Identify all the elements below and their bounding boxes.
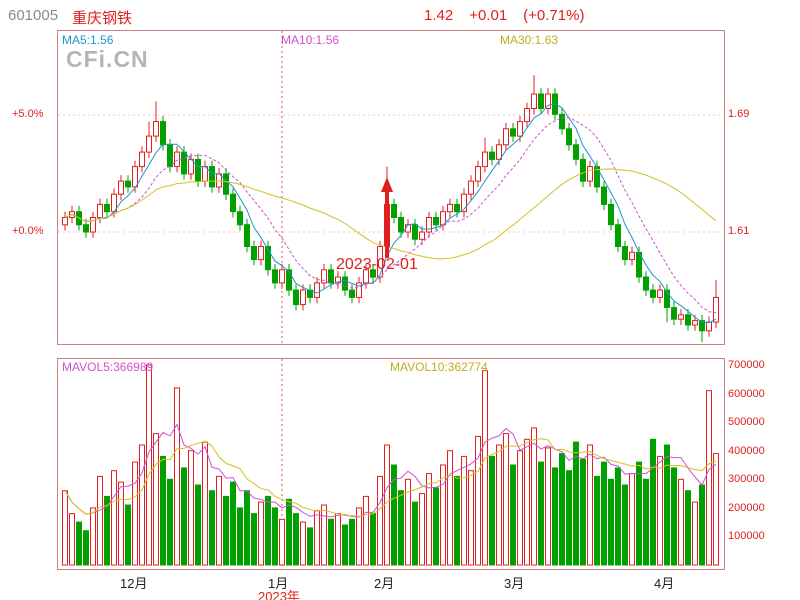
ma5-label: MA5:1.56 xyxy=(62,33,114,47)
x-axis-month-label: 1月 xyxy=(268,576,289,591)
volume-axis-label: 300000 xyxy=(728,473,765,485)
mavol5-label: MAVOL5:366989 xyxy=(62,360,154,374)
volume-axis-label: 700000 xyxy=(728,359,765,371)
price-axis-left-label: +0.0% xyxy=(12,225,44,237)
volume-axis-label: 600000 xyxy=(728,388,765,400)
cfi-watermark: CFi.CN xyxy=(66,46,149,72)
x-axis-month-label: 2月 xyxy=(374,576,395,591)
price-axis-right-label: 1.61 xyxy=(728,225,750,237)
price-axis-left-label: +5.0% xyxy=(12,108,44,120)
volume-axis-label: 200000 xyxy=(728,502,765,514)
volume-axis-label: 400000 xyxy=(728,445,765,457)
price-change-percent: (+0.71%) xyxy=(523,7,585,24)
x-axis-month-label: 3月 xyxy=(504,576,525,591)
volume-chart-canvas xyxy=(57,358,725,570)
stock-code: 601005 xyxy=(8,7,59,24)
price-axis-right-label: 1.69 xyxy=(728,108,750,120)
x-axis-month-label: 4月 xyxy=(654,576,675,591)
x-axis-year-label: 2023年 xyxy=(258,589,300,600)
price-change: +0.01 xyxy=(469,7,508,24)
x-axis-month-label: 12月 xyxy=(120,576,148,591)
date-annotation: 2023-02-01 xyxy=(336,256,418,273)
mavol10-label: MAVOL10:362774 xyxy=(390,360,488,374)
last-price: 1.42 xyxy=(424,7,454,24)
ma30-label: MA30:1.63 xyxy=(500,33,559,47)
stock-name: 重庆钢铁 xyxy=(72,10,133,27)
ma10-label: MA10:1.56 xyxy=(281,33,340,47)
volume-axis-label: 500000 xyxy=(728,416,765,428)
volume-axis-label: 100000 xyxy=(728,530,765,542)
quote-bar: 1.42 +0.01 (+0.71%) xyxy=(424,7,584,24)
price-chart-canvas xyxy=(57,30,725,345)
